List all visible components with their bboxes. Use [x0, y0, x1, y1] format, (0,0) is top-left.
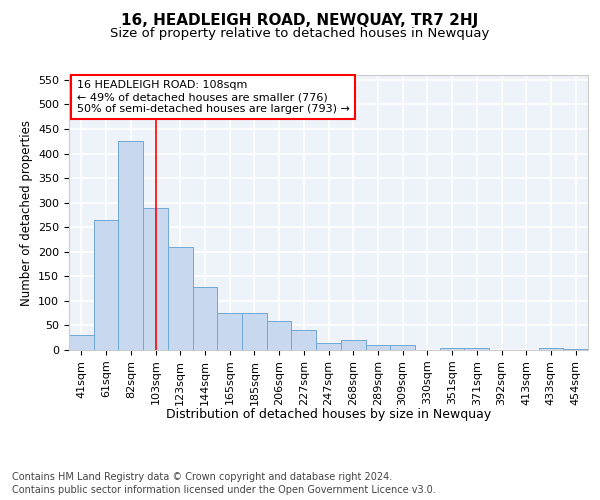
Bar — [539, 348, 563, 350]
Bar — [440, 348, 464, 350]
Bar — [267, 320, 292, 350]
Text: Contains HM Land Registry data © Crown copyright and database right 2024.: Contains HM Land Registry data © Crown c… — [12, 472, 392, 482]
Bar — [242, 313, 267, 350]
Y-axis label: Number of detached properties: Number of detached properties — [20, 120, 32, 306]
Bar — [365, 345, 390, 350]
Bar — [464, 348, 489, 350]
Bar — [217, 313, 242, 350]
Bar — [69, 336, 94, 350]
Bar — [316, 342, 341, 350]
Bar — [563, 348, 588, 350]
Bar — [118, 142, 143, 350]
Text: Size of property relative to detached houses in Newquay: Size of property relative to detached ho… — [110, 28, 490, 40]
Bar — [292, 330, 316, 350]
X-axis label: Distribution of detached houses by size in Newquay: Distribution of detached houses by size … — [166, 408, 491, 420]
Bar — [341, 340, 365, 350]
Text: 16 HEADLEIGH ROAD: 108sqm
← 49% of detached houses are smaller (776)
50% of semi: 16 HEADLEIGH ROAD: 108sqm ← 49% of detac… — [77, 80, 350, 114]
Bar — [193, 287, 217, 350]
Bar — [390, 345, 415, 350]
Text: Contains public sector information licensed under the Open Government Licence v3: Contains public sector information licen… — [12, 485, 436, 495]
Bar — [168, 247, 193, 350]
Text: 16, HEADLEIGH ROAD, NEWQUAY, TR7 2HJ: 16, HEADLEIGH ROAD, NEWQUAY, TR7 2HJ — [121, 12, 479, 28]
Bar — [143, 208, 168, 350]
Bar — [94, 220, 118, 350]
